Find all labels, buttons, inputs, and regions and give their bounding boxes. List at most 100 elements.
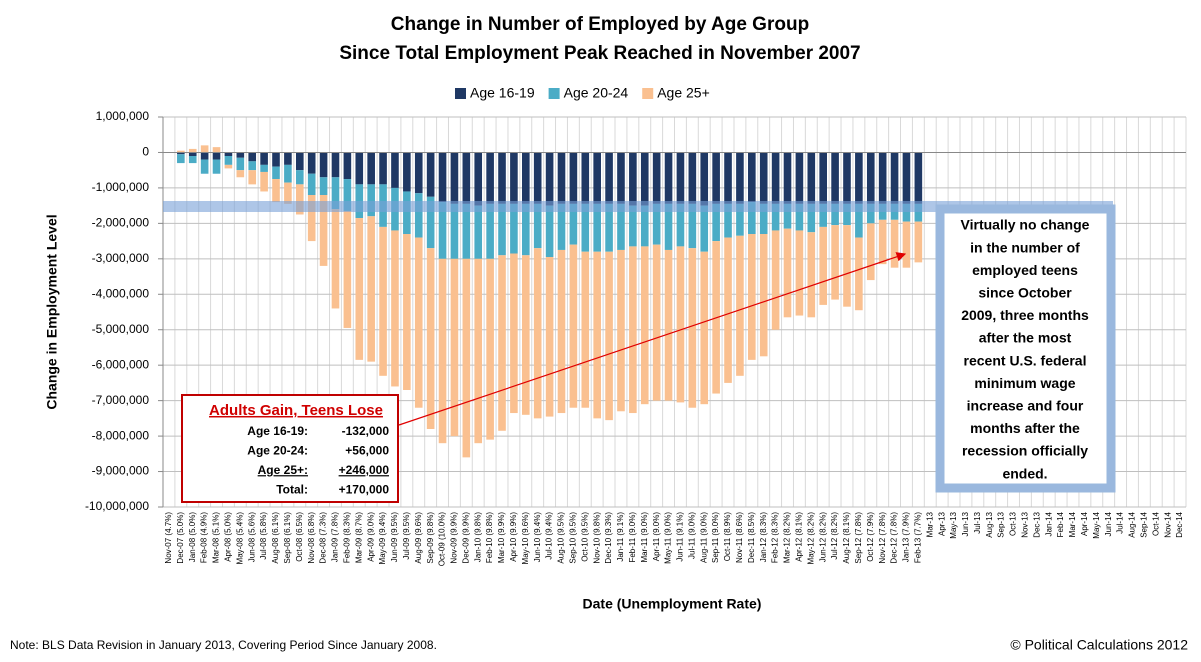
bar-segment	[640, 246, 649, 405]
bar-segment	[557, 249, 566, 414]
bar-segment	[831, 152, 839, 204]
bar-segment	[331, 152, 340, 178]
x-tick-label: Feb-11 (9.0%)	[628, 512, 637, 563]
bar-segment	[188, 148, 197, 153]
x-tick-label: Jun-14	[1104, 511, 1113, 536]
x-tick-label: May-10 (9.6%)	[521, 512, 530, 565]
bar-segment	[569, 203, 578, 245]
y-tick-label: -2,000,000	[92, 216, 150, 230]
bar-segment	[474, 258, 483, 444]
legend-label: Age 25+	[657, 85, 710, 101]
highlight-band	[163, 201, 1113, 212]
bar-segment	[331, 177, 340, 210]
callout-box	[935, 204, 1116, 493]
x-tick-label: Apr-14	[1080, 511, 1089, 536]
x-tick-label: Nov-11 (8.6%)	[735, 512, 744, 563]
callout-line: recession officially	[962, 443, 1088, 459]
y-tick-label: 1,000,000	[96, 109, 150, 123]
x-tick-label: Nov-08 (6.8%)	[307, 512, 316, 564]
annotation-label: Age 20-24:	[247, 444, 308, 458]
x-tick-label: Jan-14	[1044, 511, 1053, 536]
bar-segment	[795, 152, 804, 204]
x-tick-label: Dec-12 (7.8%)	[890, 512, 899, 564]
bar-segment	[224, 156, 233, 165]
x-tick-label: Dec-11 (8.5%)	[747, 512, 756, 563]
bar-segment	[676, 246, 685, 403]
bar-segment	[783, 152, 792, 204]
bar-segment	[736, 235, 744, 376]
bar-segment	[498, 255, 506, 431]
bar-segment	[581, 152, 590, 204]
x-tick-label: Sep-11 (9.0%)	[711, 512, 720, 563]
x-tick-label: May-09 (9.4%)	[378, 512, 387, 565]
bar-segment	[605, 152, 613, 204]
x-tick-label: Dec-14	[1175, 511, 1184, 537]
bar-segment	[295, 170, 304, 185]
x-tick-label: Sep-09 (9.8%)	[426, 512, 435, 564]
bar-segment	[438, 152, 447, 203]
callout-line: Virtually no change	[961, 217, 1090, 233]
y-tick-label: -4,000,000	[92, 286, 150, 300]
y-tick-label: -5,000,000	[92, 322, 150, 336]
bar-segment	[855, 237, 863, 311]
bar-segment	[629, 246, 637, 414]
bar-segment	[902, 152, 911, 204]
bar-segment	[212, 159, 221, 174]
bar-segment	[486, 203, 494, 259]
bar-segment	[617, 249, 625, 412]
bar-segment	[700, 152, 709, 206]
bar-segment	[569, 244, 578, 408]
bar-segment	[533, 203, 542, 249]
callout-line: in the number of	[970, 239, 1080, 255]
x-tick-label: Nov-07 (4.7%)	[164, 512, 173, 564]
bar-segment	[462, 152, 471, 204]
bar-segment	[367, 152, 375, 185]
x-tick-label: Sep-13	[997, 511, 1006, 537]
callout-line: 2009, three months	[961, 307, 1089, 323]
x-tick-label: Jul-10 (9.4%)	[545, 512, 554, 560]
bar-segment	[379, 226, 387, 376]
bar-segment	[426, 152, 435, 197]
bar-segment	[319, 152, 328, 178]
bar-segment	[783, 228, 792, 318]
x-tick-label: Apr-12 (8.1%)	[795, 512, 804, 562]
bar-segment	[605, 251, 613, 421]
bar-segment	[771, 203, 780, 231]
bar-segment	[878, 152, 887, 204]
x-tick-label: Jul-13	[973, 511, 982, 533]
x-tick-label: Sep-08 (6.1%)	[283, 512, 292, 564]
bar-segment	[272, 179, 280, 203]
x-tick-label: Jan-12 (8.3%)	[759, 512, 768, 563]
bar-segment	[878, 219, 887, 265]
x-tick-label: Apr-08 (5.0%)	[224, 512, 233, 562]
x-tick-label: Aug-13	[985, 511, 994, 537]
annotation-value: -132,000	[342, 424, 390, 438]
bar-segment	[200, 145, 209, 153]
bar-segment	[807, 203, 816, 233]
bar-segment	[712, 152, 720, 204]
x-tick-label: Oct-09 (10.0%)	[438, 512, 447, 567]
legend-label: Age 20-24	[564, 85, 629, 101]
annotation-value: +170,000	[339, 483, 390, 497]
x-tick-label: May-11 (9.0%)	[664, 512, 673, 564]
legend-swatch	[642, 88, 654, 99]
bar-segment	[177, 150, 185, 153]
x-tick-label: Sep-10 (9.5%)	[568, 512, 577, 564]
bar-segment	[379, 152, 387, 185]
bar-segment	[343, 179, 352, 211]
x-tick-label: May-14	[1092, 511, 1101, 538]
x-tick-label: Feb-12 (8.3%)	[771, 512, 780, 563]
bar-segment	[414, 237, 423, 408]
bar-segment	[212, 147, 221, 153]
bar-segment	[522, 152, 530, 204]
bar-segment	[855, 203, 863, 238]
bar-segment	[688, 203, 697, 249]
y-tick-label: -3,000,000	[92, 251, 150, 265]
bar-segment	[914, 152, 923, 204]
bar-segment	[593, 203, 601, 252]
bar-segment	[664, 249, 673, 401]
bar-segment	[462, 203, 471, 259]
bar-segment	[890, 152, 899, 204]
x-tick-label: Jun-12 (8.2%)	[818, 512, 827, 563]
bar-segment	[177, 152, 185, 155]
